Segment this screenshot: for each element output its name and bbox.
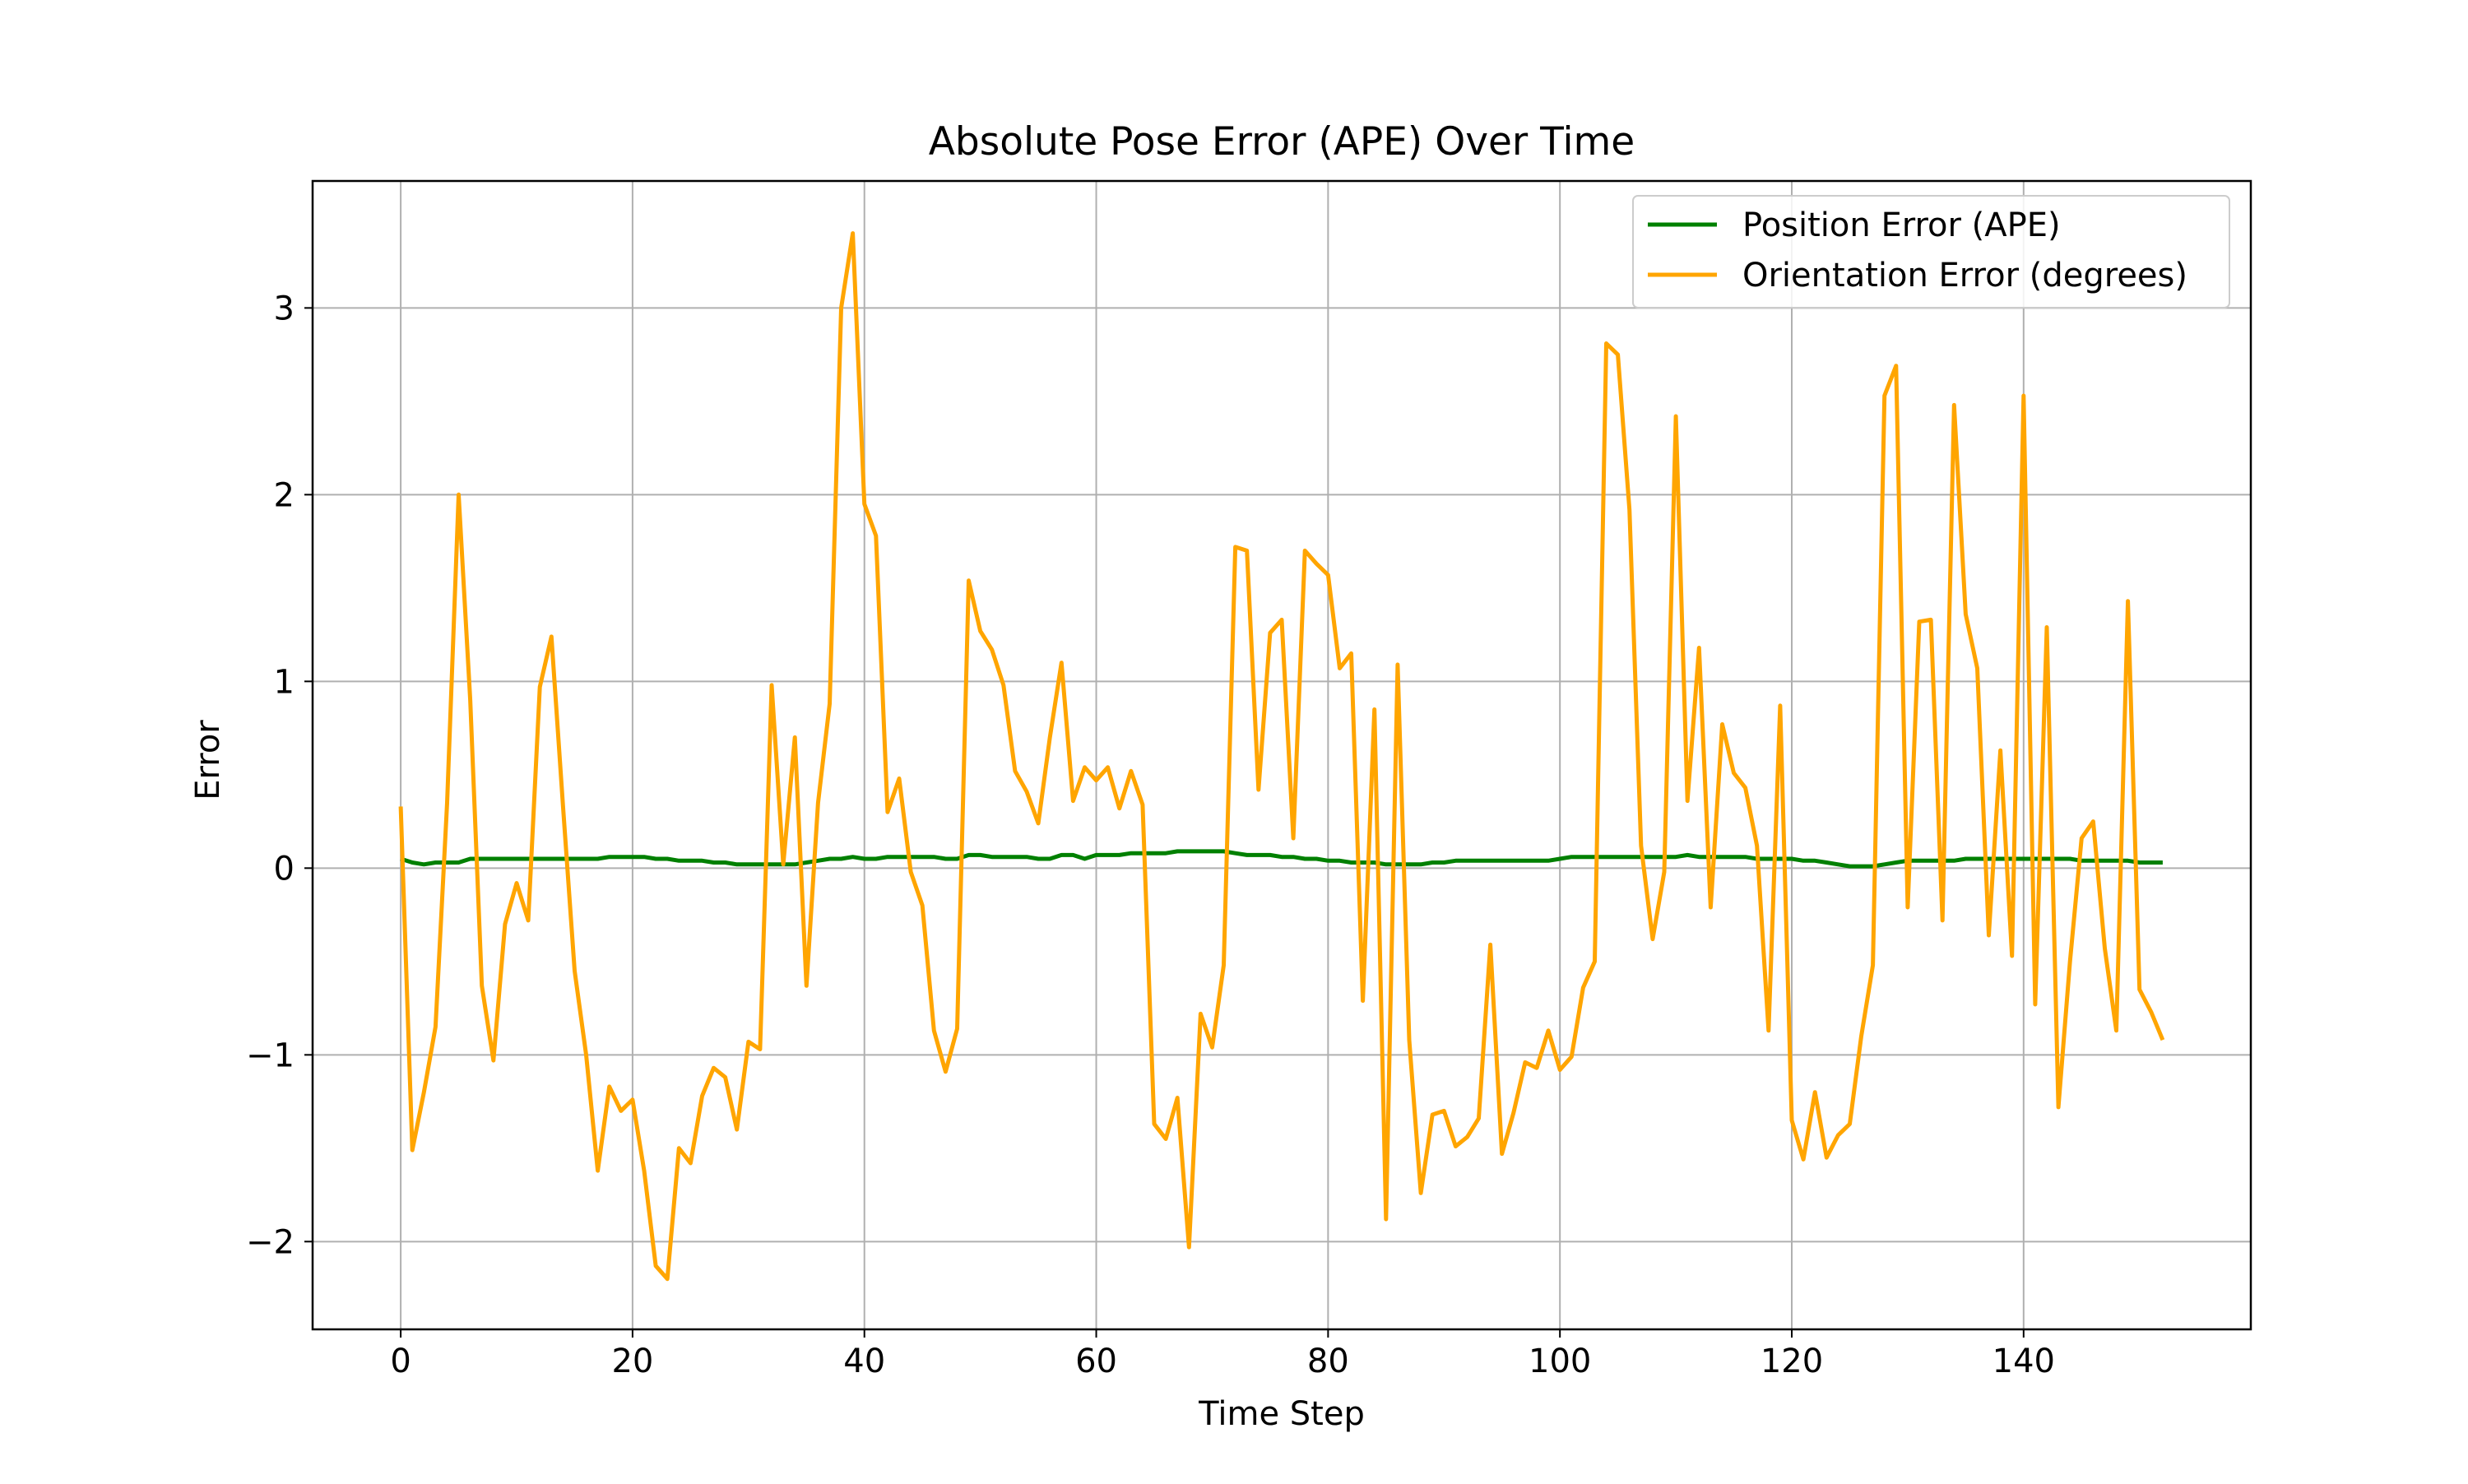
- legend-label-position: Position Error (APE): [1742, 206, 2061, 244]
- legend-frame: [1632, 195, 2230, 308]
- series-line-1: [398, 231, 2165, 1282]
- x-tick-label: 60: [1075, 1343, 1117, 1380]
- y-tick-label: 3: [274, 290, 295, 327]
- chart-title: Absolute Pose Error (APE) Over Time: [929, 119, 1635, 165]
- x-tick-label: 0: [390, 1343, 411, 1380]
- x-axis-label: Time Step: [1198, 1395, 1365, 1433]
- y-tick-label: 2: [274, 476, 295, 514]
- grid-lines: [313, 181, 2251, 1329]
- x-tick-label: 140: [1992, 1343, 2055, 1380]
- x-tick-label: 100: [1529, 1343, 1591, 1380]
- y-tick-label: 1: [274, 663, 295, 701]
- y-axis-label: Error: [189, 720, 227, 800]
- series-lines: [398, 231, 2165, 1282]
- x-tick-label: 120: [1761, 1343, 1823, 1380]
- ticks: 0 20 40 60 80 100 120 140 −2 −1 0 1 2 3: [246, 290, 2055, 1380]
- legend-label-orientation: Orientation Error (degrees): [1742, 257, 2187, 294]
- y-tick-label: −1: [246, 1036, 295, 1074]
- y-tick-label: −2: [246, 1223, 295, 1261]
- x-tick-label: 40: [843, 1343, 885, 1380]
- x-tick-label: 20: [611, 1343, 653, 1380]
- y-tick-label: 0: [274, 850, 295, 888]
- series-line-0: [400, 849, 2163, 869]
- legend: Position Error (APE) Orientation Error (…: [1632, 195, 2230, 308]
- axes-frame: [311, 179, 2252, 1331]
- x-tick-label: 80: [1307, 1343, 1349, 1380]
